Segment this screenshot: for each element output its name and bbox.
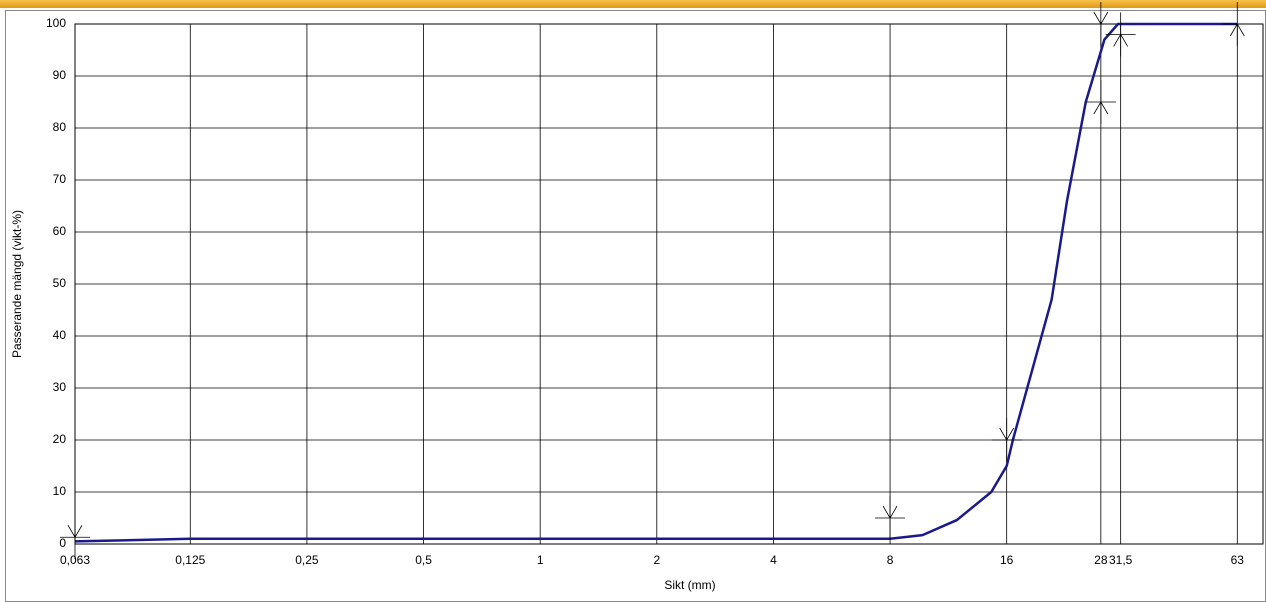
x-tick-label: 0,5 [415,553,432,567]
y-tick-label: 80 [53,120,67,134]
x-tick-label: 28 [1094,553,1108,567]
y-tick-label: 70 [53,172,67,186]
upper-limit [60,515,90,560]
lower-limit [1105,12,1136,57]
x-tick-label: 63 [1231,553,1245,567]
y-tick-label: 40 [53,328,67,342]
y-tick-label: 60 [53,224,67,238]
x-tick-label: 0,25 [295,553,319,567]
y-tick-label: 20 [53,432,67,446]
y-tick-label: 10 [53,484,67,498]
lower-limit [1222,2,1253,46]
y-tick-label: 50 [53,276,67,290]
x-tick-label: 1 [537,553,544,567]
y-tick-label: 0 [59,536,66,550]
top-bar [0,0,1266,8]
x-axis-title: Sikt (mm) [664,578,715,592]
upper-limit [1085,2,1116,46]
y-tick-label: 30 [53,380,67,394]
y-axis-title: Passerande mängd (vikt-%) [10,210,24,358]
x-tick-label: 2 [653,553,660,567]
frame [5,10,1266,602]
x-tick-label: 0,063 [60,553,90,567]
upper-limit [875,496,906,540]
x-tick-label: 0,125 [175,553,205,567]
x-tick-label: 4 [770,553,777,567]
x-tick-label: 16 [1000,553,1014,567]
sieve-curve [74,22,1238,543]
y-tick-label: 90 [53,68,67,82]
lower-limit [1085,80,1116,124]
upper-limit [991,418,1022,462]
x-tick-label: 31,5 [1109,553,1133,567]
x-tick-label: 8 [887,553,894,567]
y-tick-label: 100 [46,16,66,30]
